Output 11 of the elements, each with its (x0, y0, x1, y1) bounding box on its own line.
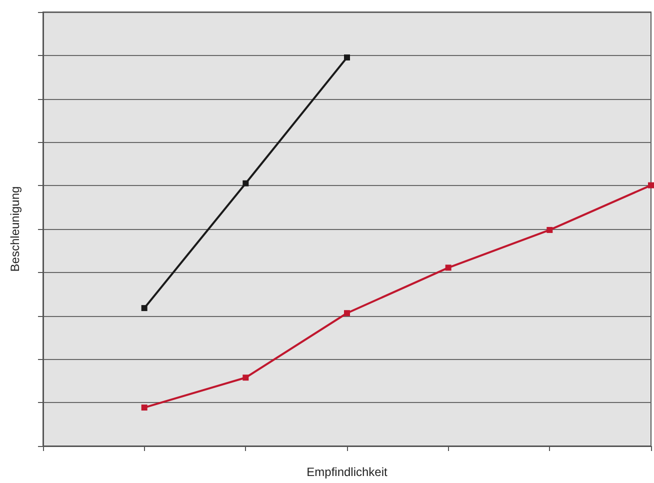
point (546, 226, 553, 233)
point (141, 404, 148, 411)
point (344, 54, 350, 60)
point (344, 310, 350, 316)
point (242, 180, 249, 186)
point (648, 182, 654, 188)
point (141, 305, 148, 312)
y-axis-title: Beschleunigung (8, 186, 22, 272)
point (445, 264, 452, 271)
point (242, 374, 249, 381)
x-axis-title: Empfindlichkeit (306, 465, 388, 479)
